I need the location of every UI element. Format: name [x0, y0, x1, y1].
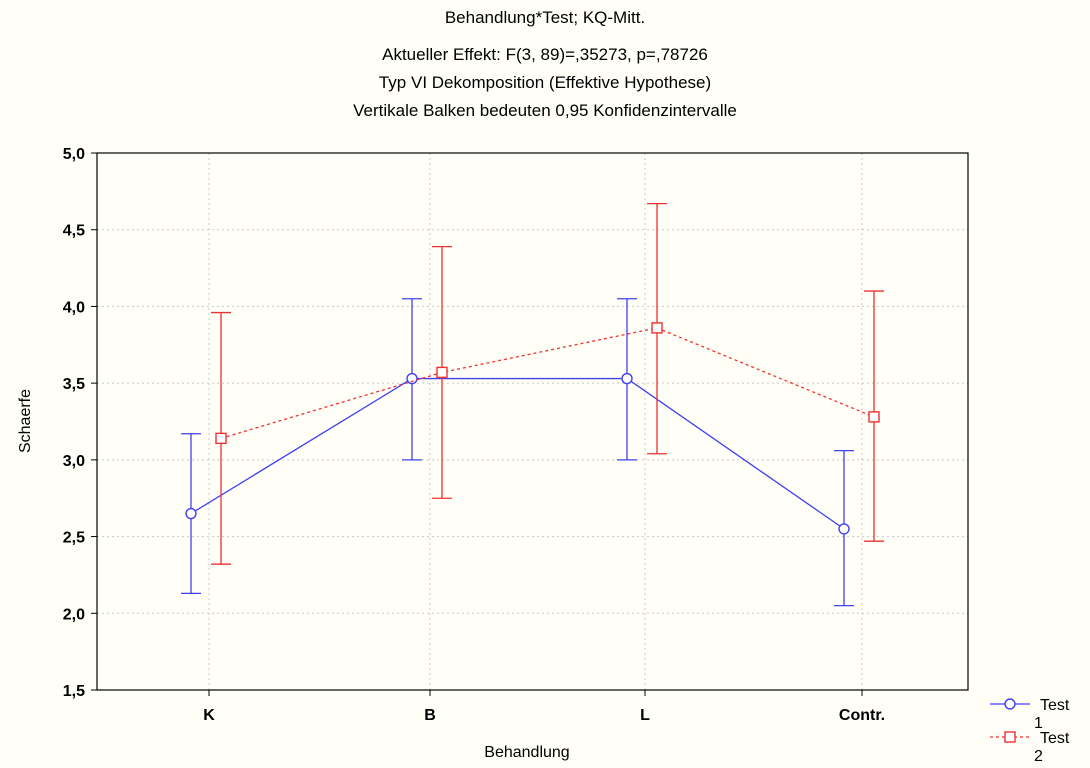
title-line-1: Behandlung*Test; KQ-Mitt. [445, 8, 645, 27]
series-2-point-1 [436, 366, 448, 379]
y-axis: 1,5 2,0 2,5 3,0 3,5 4,0 4,5 5,0 [63, 146, 97, 700]
x-tick-label-1: B [424, 707, 436, 724]
series-2-point-2 [651, 322, 663, 334]
series-1-point-1 [406, 372, 418, 385]
x-axis-label: Behandlung [484, 744, 569, 761]
legend-label-1-line-1: Test [1040, 697, 1070, 714]
x-tick-label-3: Contr. [839, 707, 885, 724]
x-tick-label-2: L [640, 707, 650, 724]
series-1-point-3 [838, 523, 850, 535]
x-axis: K B L Contr. [203, 690, 885, 724]
series-1-point-0 [185, 507, 197, 520]
x-tick-label-0: K [203, 707, 215, 724]
legend-marker-1 [1004, 698, 1016, 710]
legend-label-2-line-1: Test [1040, 730, 1070, 747]
plot-frame [96, 152, 969, 691]
y-axis-label: Schaerfe [17, 389, 34, 453]
series-2-point-0 [215, 432, 227, 445]
series-1-line [190, 377, 845, 530]
y-tick-label-1: 2,0 [63, 606, 85, 623]
legend-marker-2 [1004, 731, 1016, 743]
grid-layer [97, 153, 968, 690]
legend-label-1-line-2: 1 [1034, 715, 1043, 732]
title-line-3: Typ VI Dekomposition (Effektive Hypothes… [379, 73, 711, 92]
y-tick-label-4: 3,5 [63, 376, 85, 393]
chart-title: Behandlung*Test; KQ-Mitt. Aktueller Effe… [353, 8, 737, 120]
legend-label-2-line-2: 2 [1034, 748, 1043, 763]
y-tick-label-7: 5,0 [63, 146, 85, 163]
title-line-4: Vertikale Balken bedeuten 0,95 Konfidenz… [353, 101, 737, 120]
series-2-line [220, 327, 875, 439]
y-tick-label-6: 4,5 [63, 223, 85, 240]
series-2 [211, 202, 884, 565]
y-tick-label-3: 3,0 [63, 453, 85, 470]
y-tick-label-2: 2,5 [63, 530, 85, 547]
series-layer [181, 202, 884, 607]
series-2-point-3 [868, 411, 880, 423]
y-tick-label-5: 4,0 [63, 299, 85, 316]
y-tick-label-0: 1,5 [63, 683, 85, 700]
title-line-2: Aktueller Effekt: F(3, 89)=,35273, p=,78… [382, 45, 708, 64]
series-1 [181, 298, 854, 607]
series-1-point-2 [621, 372, 633, 385]
